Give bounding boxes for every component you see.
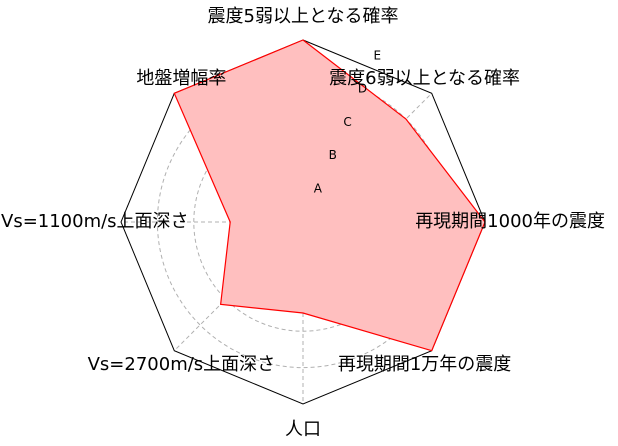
axis-label-4: 人口 — [285, 419, 321, 440]
axis-label-6: Vs=1100m/s上面深さ — [1, 211, 189, 232]
axis-label-7: 地盤増幅率 — [136, 68, 226, 89]
axis-label-3: 再現期間1万年の震度 — [338, 354, 511, 375]
axis-labels: 震度5弱以上となる確率震度6弱以上となる確率再現期間1000年の震度再現期間1万… — [1, 6, 605, 440]
rank-label-a: A — [314, 181, 323, 195]
rank-label-e: E — [374, 48, 382, 62]
axis-label-0: 震度5弱以上となる確率 — [208, 6, 399, 27]
rank-label-b: B — [329, 148, 337, 162]
data-series-area — [173, 39, 486, 352]
rank-label-d: D — [358, 82, 367, 96]
rank-labels: A B C D E — [314, 48, 381, 195]
radar-frame — [120, 39, 486, 405]
axis-label-1: 震度6弱以上となる確率 — [329, 68, 520, 89]
rank-label-c: C — [343, 115, 351, 129]
axis-label-5: Vs=2700m/s上面深さ — [88, 354, 276, 375]
axis-label-2: 再現期間1000年の震度 — [415, 211, 605, 232]
